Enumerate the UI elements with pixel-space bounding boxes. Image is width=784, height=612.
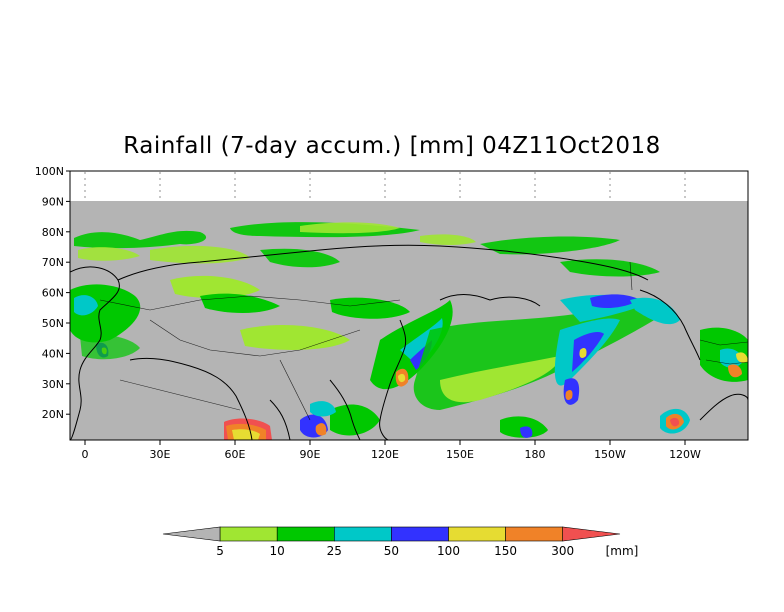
lon-tick-label: 150E [446, 448, 474, 461]
rain-east-pacific [660, 408, 690, 434]
colorbar-label: 25 [327, 544, 342, 558]
colorbar-label: 5 [216, 544, 224, 558]
rain-arctic-light [78, 222, 476, 264]
lon-tick-label: 120W [669, 448, 701, 461]
colorbar-segment [333, 526, 392, 542]
lon-tick-label: 180 [525, 448, 546, 461]
colorbar-segment [562, 526, 621, 542]
latitude-axis: 100N 90N 80N 70N 60N 50N 40N 30N 20N [35, 165, 70, 421]
colorbar-segment [162, 526, 221, 542]
lon-tick-label: 150W [594, 448, 626, 461]
colorbar-label: 150 [494, 544, 517, 558]
coastlines [70, 244, 748, 440]
colorbar-segment [276, 526, 335, 542]
rain-pacific [413, 294, 680, 438]
colorbar-label: 300 [551, 544, 574, 558]
lat-tick-label: 60N [42, 287, 64, 300]
lat-tick-label: 90N [42, 195, 64, 208]
colorbar-segment [391, 526, 449, 542]
borders [99, 261, 748, 421]
lon-tick-label: 30E [150, 448, 171, 461]
colorbar-segment [219, 526, 278, 542]
colorbar-label: 10 [270, 544, 285, 558]
lat-tick-label: 20N [42, 408, 64, 421]
rain-india [224, 418, 272, 440]
lon-tick-label: 90E [300, 448, 321, 461]
lon-tick-label: 60E [225, 448, 246, 461]
lat-tick-label: 30N [42, 378, 64, 391]
colorbar-label: 100 [437, 544, 460, 558]
colorbar-unit: [mm] [606, 544, 639, 558]
lat-tick-label: 80N [42, 226, 64, 239]
colorbar-segment [448, 526, 506, 542]
colorbar-segment [505, 526, 564, 542]
lat-tick-label: 40N [42, 347, 64, 360]
lat-tick-label: 70N [42, 256, 64, 269]
lat-tick-label: 50N [42, 317, 64, 330]
longitude-axis: 0 30E 60E 90E 120E 150E 180 150W 120W [82, 172, 701, 461]
lat-tick-label: 100N [35, 165, 64, 178]
rainfall-field [70, 201, 748, 440]
colorbar-label: 50 [384, 544, 399, 558]
lon-tick-label: 120E [371, 448, 399, 461]
plot-frame [69, 170, 749, 441]
map-title: Rainfall (7-day accum.) [mm] 04Z11Oct201… [123, 133, 661, 159]
colorbar: 5 10 25 50 100 150 300 [mm] [162, 526, 639, 558]
rain-north-america [700, 327, 748, 382]
lon-tick-label: 0 [82, 448, 89, 461]
